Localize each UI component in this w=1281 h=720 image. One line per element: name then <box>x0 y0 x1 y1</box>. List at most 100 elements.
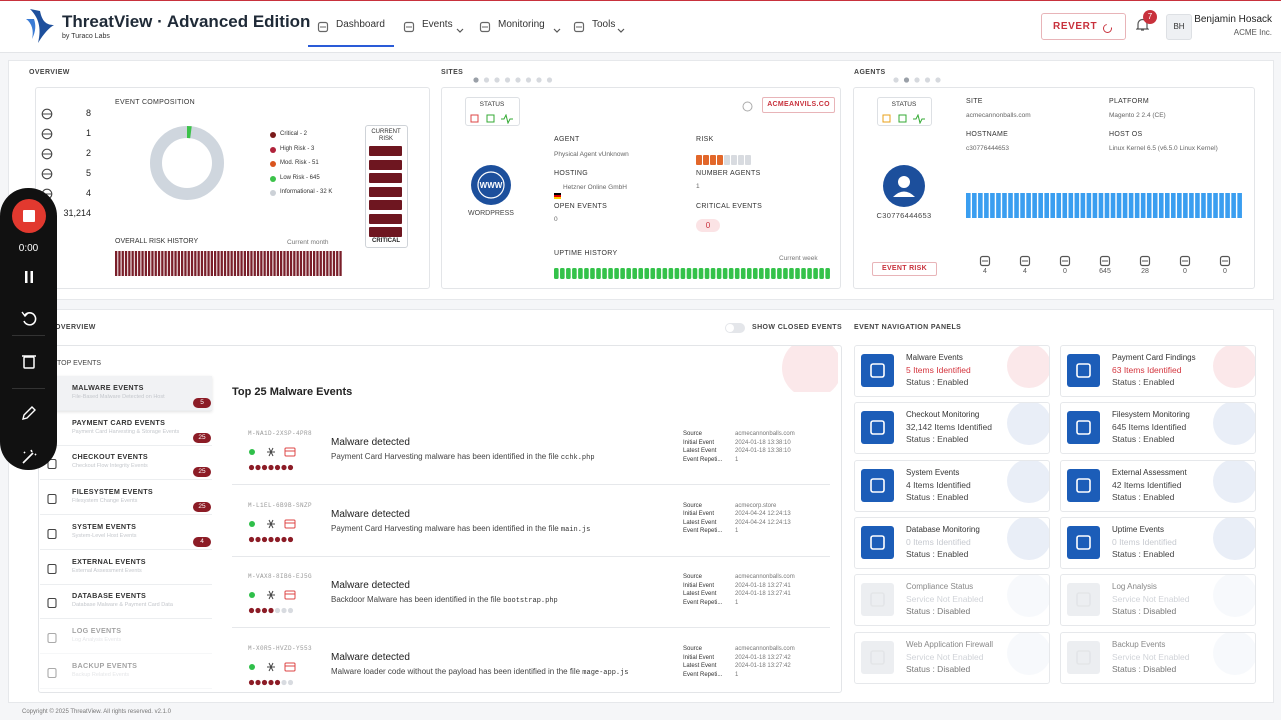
icon-shape <box>339 251 342 276</box>
nav-panel[interactable]: Checkout Monitoring 32,142 Items Identifi… <box>854 402 1050 455</box>
revert-button[interactable]: REVERT <box>1041 13 1126 40</box>
event-description: Malware loader code without the payload … <box>331 665 656 680</box>
icon-shape <box>227 251 230 276</box>
uptime-range: Current week <box>779 255 818 262</box>
icon-shape <box>326 251 329 276</box>
category-row[interactable]: EXTERNAL EVENTS External Assessment Event… <box>40 550 212 585</box>
nav-panel[interactable]: Log Analysis Service Not Enabled Status : … <box>1060 574 1256 627</box>
icon-shape <box>984 193 989 218</box>
icon-shape <box>1103 24 1112 33</box>
recorder-button[interactable] <box>20 268 38 286</box>
icon-shape <box>553 28 561 33</box>
icon-shape <box>287 464 294 471</box>
status-label: STATUS <box>891 101 917 108</box>
icon-shape <box>41 108 53 120</box>
icon-shape <box>704 268 710 279</box>
recorder-button[interactable] <box>20 404 38 422</box>
icon-shape <box>903 77 910 83</box>
nav-panel[interactable]: Payment Card Findings 63 Items Identified… <box>1060 345 1256 397</box>
icon-shape <box>197 251 200 276</box>
toggle[interactable] <box>725 323 745 333</box>
icon-shape <box>483 77 490 83</box>
nav-item[interactable]: Events <box>422 19 453 30</box>
icon-shape <box>782 338 842 398</box>
icon-shape <box>47 528 57 539</box>
nav-panel[interactable]: System Events 4 Items Identified Status : … <box>854 459 1050 512</box>
stop-button[interactable] <box>11 198 47 234</box>
nav-panel[interactable]: Compliance Status Service Not Enabled Stat… <box>854 574 1050 627</box>
category-row[interactable]: MALWARE EVENTS File-Based Malware Detecte… <box>40 376 212 411</box>
nav-panel[interactable]: Filesystem Monitoring 645 Items Identifie… <box>1060 402 1256 455</box>
icon-shape <box>1002 193 1007 218</box>
status-box <box>877 97 932 126</box>
event-row[interactable]: M-NA1D-2XSP-4PR8 Malware detected Payment … <box>232 421 830 485</box>
event-icons <box>248 516 308 529</box>
nav-item[interactable]: Monitoring <box>498 19 545 30</box>
icon-shape <box>25 271 28 283</box>
nav-panel[interactable]: Uptime Events 0 Items Identified Status : … <box>1060 516 1256 569</box>
icon-shape <box>638 268 644 279</box>
nav-panel[interactable]: Backup Events Service Not Enabled Status :… <box>1060 631 1256 684</box>
avatar[interactable]: BH <box>1166 14 1192 40</box>
recorder-button[interactable] <box>20 309 38 327</box>
meta-label: Initial Event <box>683 439 715 446</box>
nav-panel[interactable]: Web Application Firewall Service Not Enab… <box>854 631 1050 684</box>
category-row[interactable]: LOG EVENTS Log Analysis Events <box>40 619 212 654</box>
event-row[interactable]: M-X0R5-HVZD-Y553 Malware detected Malware … <box>232 636 830 700</box>
panel-name: Log Analysis <box>1112 582 1157 592</box>
nav-panel[interactable]: External Assessment 42 Items Identified St… <box>1060 459 1256 512</box>
count-value: 5 <box>85 168 91 178</box>
icon-shape <box>1067 583 1100 617</box>
nav-item[interactable]: Tools <box>592 19 616 30</box>
icon-shape <box>477 171 505 199</box>
event-file: mage-app.js <box>582 669 629 678</box>
panel-icon <box>861 640 894 674</box>
panel-items: Service Not Enabled <box>1112 594 1190 605</box>
icon-shape <box>692 268 698 279</box>
icon-shape <box>795 268 800 279</box>
icon-shape <box>1164 193 1170 218</box>
notification-badge[interactable]: 7 <box>1143 10 1157 24</box>
icon-shape <box>284 662 296 672</box>
risk-block <box>369 159 402 170</box>
panel-items: 4 Items Identified <box>906 479 971 490</box>
nav-panel[interactable]: Database Monitoring 0 Items Identified Sta… <box>854 516 1050 569</box>
event-icons <box>248 444 308 457</box>
category-name: BACKUP EVENTS <box>72 660 138 670</box>
icon-shape <box>154 251 157 276</box>
status-icons <box>881 111 927 125</box>
panel-icon <box>1067 525 1100 559</box>
event-description: Payment Card Harvesting malware has been… <box>331 522 656 537</box>
category-row[interactable]: CHECKOUT EVENTS Checkout Flow Integrity E… <box>40 445 212 481</box>
recorder-button[interactable] <box>20 352 38 370</box>
icon-shape <box>22 406 36 420</box>
icon-shape <box>184 251 187 276</box>
recorder-button[interactable] <box>20 448 38 466</box>
panel-icon <box>861 468 894 502</box>
icon-shape <box>979 255 991 267</box>
icon-shape <box>479 21 491 33</box>
icon-shape <box>144 251 147 276</box>
meta-label: Source <box>683 646 703 653</box>
category-row[interactable]: FILESYSTEM EVENTS Filesystem Change Event… <box>40 480 212 516</box>
category-row[interactable]: PAYMENT CARD EVENTS Payment Card Harvesti… <box>40 411 212 446</box>
panel-items: 5 Items Identified <box>906 365 971 375</box>
app-title: ThreatView · Advanced Edition <box>62 12 311 31</box>
event-row[interactable]: M-L1EL-6B9B-SNZP Malware detected Payment … <box>232 493 830 557</box>
icon-shape <box>861 354 894 387</box>
nav-item[interactable]: Dashboard <box>336 19 385 30</box>
category-row[interactable]: DATABASE EVENTS Database Malware & Paymen… <box>40 584 212 620</box>
icon-shape <box>861 411 894 445</box>
category-name: PAYMENT CARD EVENTS <box>72 417 166 427</box>
event-row[interactable]: M-VAX8-8IB6-EJ5G Malware detected Backdoor… <box>232 564 830 629</box>
meta-label: Event Repeti... <box>683 456 723 463</box>
icon-shape: WWW <box>480 181 503 190</box>
icon-shape <box>573 21 585 33</box>
icon-shape <box>274 536 281 542</box>
category-row[interactable]: BACKUP EVENTS Backup Related Events <box>40 654 212 689</box>
nav-panel[interactable]: Malware Events 5 Items Identified Status :… <box>854 345 1050 397</box>
panel-watermark <box>1001 517 1049 564</box>
category-row[interactable]: SYSTEM EVENTS System-Level Host Events 4 <box>40 515 212 550</box>
legend-label: Informational - 32 K <box>280 189 333 195</box>
icon-shape <box>1146 193 1152 218</box>
